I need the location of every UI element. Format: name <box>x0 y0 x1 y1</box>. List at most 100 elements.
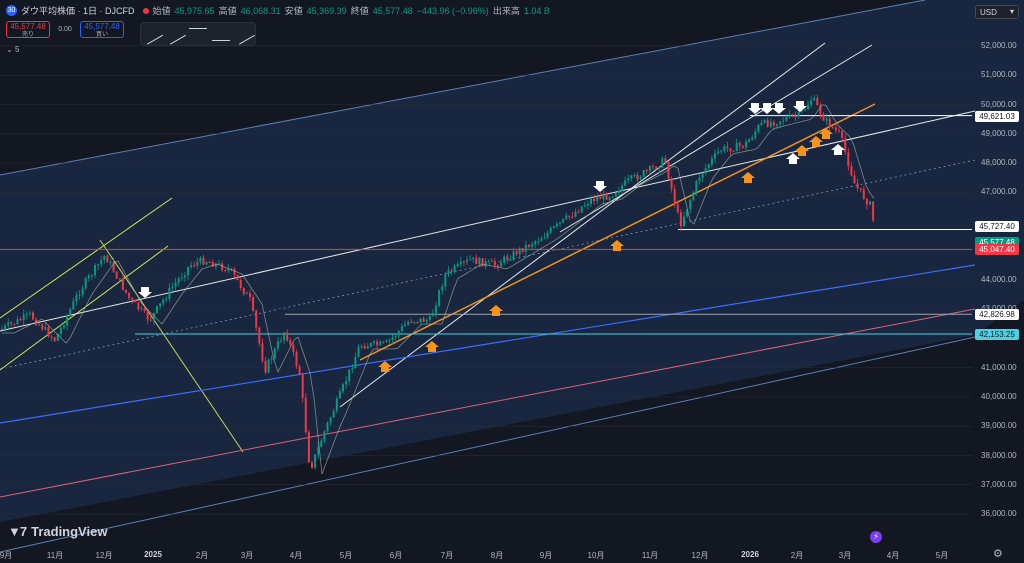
price-tick-label: 51,000.00 <box>981 70 1017 80</box>
candle <box>807 104 809 110</box>
sell-button[interactable]: 45,577.48 売り <box>6 21 50 38</box>
high-value: 46,068.31 <box>240 5 281 16</box>
candle <box>329 417 332 423</box>
candle <box>168 287 171 299</box>
candle <box>704 167 707 174</box>
price-level-badge: 49,621.03 <box>975 110 1019 122</box>
candle <box>280 340 282 342</box>
price-tick-label: 41,000.00 <box>981 362 1017 372</box>
candle <box>531 244 534 247</box>
price-tick-label: 37,000.00 <box>981 479 1017 489</box>
candle <box>639 176 642 180</box>
candle <box>47 327 50 337</box>
horizontal-line-tool-icon[interactable] <box>211 28 230 41</box>
ray-tool-icon[interactable] <box>164 23 187 45</box>
candle <box>16 319 19 325</box>
candle <box>419 318 422 323</box>
candle <box>450 270 453 272</box>
trendline-tool-icon[interactable] <box>141 23 164 45</box>
candle <box>838 130 840 132</box>
candle <box>407 321 410 325</box>
candle <box>438 290 441 306</box>
candle <box>441 286 444 291</box>
candle <box>605 193 608 200</box>
logo-text: TradingView <box>31 524 108 539</box>
price-tick-label: 36,000.00 <box>981 509 1017 518</box>
candle <box>456 264 459 266</box>
candle <box>369 342 372 347</box>
time-tick-label: 2月 <box>790 551 804 560</box>
currency-select[interactable]: USD <box>975 5 1019 19</box>
candle <box>397 330 400 336</box>
candle <box>41 324 44 330</box>
candle <box>664 158 667 163</box>
candle <box>156 306 158 314</box>
candle <box>205 262 208 265</box>
candle <box>366 346 369 349</box>
candle <box>568 215 571 217</box>
price-level-badge: 42,153.25 <box>975 329 1019 341</box>
change-value: −443.96 (−0.96%) <box>416 5 489 16</box>
time-tick-label: 4月 <box>289 551 303 560</box>
chart-header: 30 ダウ平均株価 · 1日 · DJCFD 始値 45,975.65 高値 46,… <box>6 4 550 17</box>
buy-signal-arrow <box>425 341 439 352</box>
candle <box>844 138 847 153</box>
candle <box>75 295 78 302</box>
buy-price: 45,577.48 <box>84 22 120 31</box>
candle <box>78 294 81 296</box>
candle <box>661 158 664 168</box>
candle <box>10 322 13 324</box>
candle <box>518 248 521 255</box>
candle <box>611 196 614 198</box>
alert-icon[interactable]: ⚡ <box>870 531 882 543</box>
extended-line-tool-icon[interactable] <box>232 23 255 45</box>
fib-tool-icon[interactable] <box>188 27 207 41</box>
candle <box>481 258 484 267</box>
candle <box>301 374 304 398</box>
candle <box>149 319 152 321</box>
price-level-badge: 45,727.40 <box>975 221 1019 233</box>
market-status-icon <box>142 7 149 14</box>
candle <box>273 348 276 359</box>
time-tick-label: 4月 <box>886 551 900 560</box>
candle <box>413 321 416 323</box>
candle <box>81 288 84 295</box>
candle <box>115 271 118 279</box>
candle <box>689 200 692 210</box>
candle <box>847 152 850 167</box>
candle <box>816 97 819 106</box>
candle <box>435 305 437 313</box>
symbol-icon: 30 <box>6 5 17 16</box>
candle <box>283 332 286 341</box>
settings-gear-icon[interactable]: ⚙ <box>993 548 1003 560</box>
candle <box>772 122 775 126</box>
candle <box>552 226 555 228</box>
price-tick-label: 52,000.00 <box>981 41 1017 50</box>
candle <box>196 262 199 266</box>
candle <box>118 278 121 280</box>
candle <box>199 257 202 263</box>
buy-button[interactable]: 45,577.48 買い <box>80 21 124 38</box>
candle <box>354 357 357 369</box>
candle <box>162 299 165 304</box>
candle <box>493 261 496 266</box>
candle <box>146 310 149 320</box>
time-tick-label: 2月 <box>195 551 209 560</box>
candle <box>729 148 732 152</box>
candle <box>38 324 41 326</box>
candle <box>50 336 53 338</box>
candle <box>72 301 75 310</box>
candle <box>261 343 264 361</box>
candle <box>735 142 738 152</box>
candle <box>701 173 704 178</box>
indicators-toggle[interactable]: ⌄ 5 <box>6 45 20 54</box>
candle <box>121 278 124 290</box>
candle <box>521 248 524 252</box>
candle <box>314 454 317 468</box>
blue-trendline <box>0 264 976 424</box>
chart-title[interactable]: ダウ平均株価 · 1日 · DJCFD <box>21 6 135 16</box>
candle <box>462 261 465 263</box>
candle <box>602 193 605 200</box>
candle <box>543 237 546 239</box>
